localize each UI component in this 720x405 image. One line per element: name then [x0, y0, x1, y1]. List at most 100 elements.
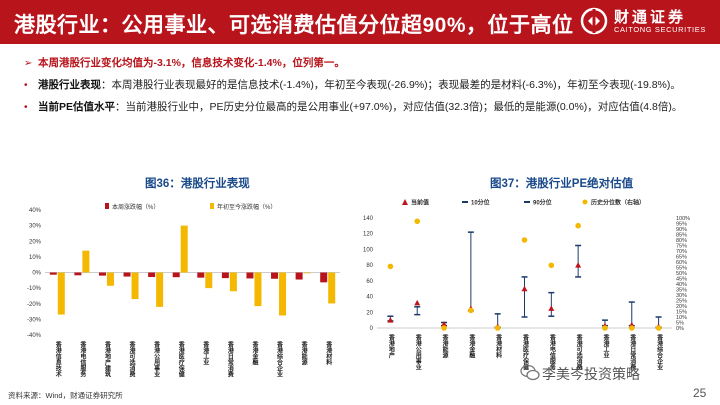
- x-category-label: 香港材料: [325, 340, 333, 366]
- y-left-tick-label: 120: [363, 232, 374, 238]
- page-number: 25: [693, 386, 707, 400]
- bar-ytd: [156, 272, 164, 307]
- y-right-tick-label: 5%: [676, 321, 684, 327]
- current-marker: [548, 305, 555, 311]
- percentile-point: [494, 325, 501, 331]
- y-tick-label: -10%: [27, 286, 42, 292]
- bar-weekly: [49, 272, 57, 275]
- y-right-tick-label: 15%: [676, 310, 687, 316]
- x-category-label: 香港能源: [441, 333, 449, 359]
- y-right-tick-label: 20%: [676, 304, 687, 310]
- bar-ytd: [180, 225, 188, 273]
- x-category-label: 香港医疗保健: [522, 333, 530, 371]
- chart37-svg: 当前值 10分位 90分位 历史分位数（右轴） 140 120 100 80 60 40 20 0 10…: [363, 199, 690, 372]
- y-left-tick-label: 0: [370, 326, 374, 332]
- bullet-main-text: 本周港股行业变化均值为-3.1%，信息技术变化-1.4%，位列第一。: [38, 57, 345, 69]
- percentile-point: [414, 218, 421, 225]
- wechat-icon: [520, 364, 540, 381]
- x-category-label: 香港综合企业: [656, 333, 664, 371]
- y-right-tick-label: 0%: [676, 326, 684, 332]
- y-right-tick-label: 80%: [676, 238, 687, 244]
- percentile-point: [468, 307, 474, 314]
- y-tick-label: 40%: [29, 208, 42, 214]
- x-category-label: 香港地产: [387, 333, 395, 359]
- y-left-tick-label: 20: [366, 310, 373, 316]
- bar-ytd: [106, 272, 114, 286]
- current-marker: [575, 262, 582, 268]
- y-right-tick-label: 45%: [676, 277, 687, 283]
- x-category-label: 香港日常消费: [629, 333, 637, 371]
- legend-marker: [582, 199, 588, 205]
- x-category-label: 香港材料: [495, 333, 503, 359]
- percentile-point: [521, 237, 528, 243]
- percentile-point: [548, 262, 555, 269]
- x-category-label: 香港金融: [251, 340, 259, 366]
- y-right-tick-label: 60%: [676, 260, 687, 266]
- bar-ytd: [205, 272, 213, 289]
- header-bar: 港股行业：公用事业、可选消费估值分位超90%，位于高位 财通证券 CAITONG…: [0, 0, 720, 44]
- legend-label: 10分位: [471, 199, 490, 207]
- y-tick-label: 10%: [29, 255, 42, 261]
- bullet-pe-label: 当前PE估值水平: [38, 101, 116, 113]
- y-tick-label: -30%: [27, 317, 42, 323]
- bar-weekly: [320, 272, 328, 283]
- y-right-tick-label: 70%: [676, 249, 687, 255]
- bar-ytd: [303, 272, 311, 274]
- bullet-pe-text: ：当前港股行业中，PE历史分位最高的是公用事业(+97.0%)，对应估值(32.…: [115, 101, 683, 113]
- watermark-text: 李美岑投资策略: [542, 366, 640, 382]
- bar-ytd: [57, 272, 65, 315]
- y-tick-label: 0%: [32, 271, 41, 277]
- logo-english-text: CAITONG SECURITIES: [614, 25, 706, 34]
- bar-ytd: [82, 250, 90, 273]
- y-right-tick-label: 85%: [676, 233, 687, 239]
- legend-swatch: [210, 203, 214, 209]
- y-tick-label: -40%: [27, 333, 42, 339]
- y-right-tick-label: 40%: [676, 282, 687, 288]
- y-tick-label: 20%: [29, 239, 42, 245]
- chart36-title: 图36：港股行业表现: [145, 178, 250, 190]
- y-right-tick-label: 25%: [676, 299, 687, 305]
- bullet-performance: • 港股行业表现：本周港股行业表现最好的是信息技术(-1.4%)，年初至今表现(-…: [24, 79, 714, 92]
- legend-swatch: [105, 203, 109, 209]
- percentile-point: [441, 325, 447, 331]
- percentile-point: [387, 263, 394, 270]
- chart36-svg: 本周涨跌幅（%） 年初至今涨跌幅（%） 40% 30% 20% 10% 0% -10% -20%…: [27, 203, 340, 378]
- x-category-label: 香港公用事业: [414, 333, 422, 371]
- bar-weekly: [172, 272, 180, 278]
- y-right-tick-label: 10%: [676, 315, 687, 321]
- x-category-label: 香港电信服务: [548, 333, 556, 371]
- current-marker: [414, 299, 421, 306]
- x-category-label: 香港公用事业: [153, 340, 161, 378]
- legend-label: 本周涨跌幅（%）: [112, 203, 159, 211]
- y-right-tick-label: 30%: [676, 293, 687, 299]
- bullet-main: ➢ 本周港股行业变化均值为-3.1%，信息技术变化-1.4%，位列第一。: [24, 57, 714, 70]
- x-category-label: 香港工业: [202, 340, 210, 366]
- legend-marker: [462, 201, 468, 203]
- percentile-point: [655, 325, 662, 331]
- current-marker: [521, 285, 528, 292]
- bar-weekly: [98, 272, 106, 276]
- percentile-point: [575, 222, 581, 229]
- percentile-point: [628, 325, 635, 331]
- x-category-label: 香港可选消费: [128, 340, 136, 378]
- bar-weekly: [197, 272, 205, 278]
- y-right-tick-label: 90%: [676, 227, 687, 233]
- bullet-performance-text: ：本周港股行业表现最好的是信息技术(-1.4%)，年初至今表现(-26.9%)；…: [101, 79, 681, 91]
- x-category-label: 香港医疗保健: [177, 340, 185, 378]
- y-right-tick-label: 75%: [676, 244, 687, 250]
- bar-ytd: [254, 272, 262, 307]
- legend-marker: [524, 201, 530, 203]
- dot-icon: •: [24, 80, 28, 91]
- logo-chinese-text: 财通证券: [614, 9, 687, 26]
- bar-weekly: [74, 272, 82, 276]
- legend-label: 当前值: [411, 199, 429, 207]
- legend-label: 年初至今涨跌幅（%）: [217, 203, 276, 211]
- page-title: 港股行业：公用事业、可选消费估值分位超90%，位于高位: [14, 14, 574, 37]
- x-category-label: 香港信息技术: [54, 340, 62, 378]
- bar-weekly: [221, 272, 229, 279]
- legend-marker: [402, 199, 408, 205]
- bar-ytd: [328, 272, 336, 304]
- bar-ytd: [229, 272, 237, 292]
- x-category-label: 香港日常消费: [226, 340, 234, 378]
- caitong-logo: 财通证券 CAITONG SECURITIES: [580, 6, 710, 38]
